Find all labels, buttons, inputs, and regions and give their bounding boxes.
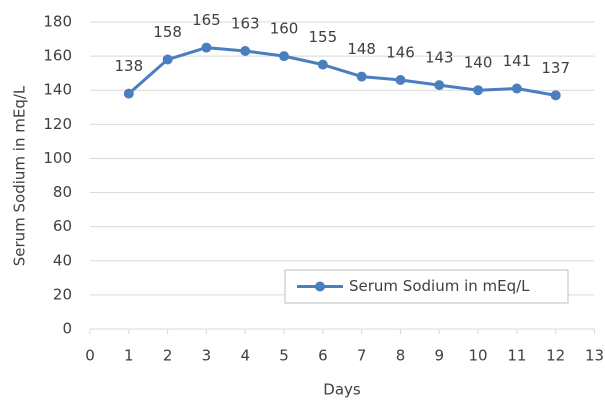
- data-label: 143: [425, 49, 454, 67]
- data-point: [162, 54, 173, 65]
- data-label: 137: [541, 59, 570, 77]
- data-label: 140: [464, 54, 493, 72]
- x-tick-label: 8: [396, 347, 406, 365]
- series-line: [127, 46, 556, 97]
- y-tick-label: 100: [43, 149, 72, 167]
- data-point: [395, 74, 406, 85]
- y-axis-label: Serum Sodium in mEq/L: [11, 85, 29, 266]
- data-point: [279, 51, 290, 62]
- x-tick-label: 2: [163, 347, 173, 365]
- x-tick-label: 0: [85, 347, 95, 365]
- x-tick-label: 1: [124, 347, 134, 365]
- x-tick-label: 11: [507, 347, 526, 365]
- x-tick-label: 5: [279, 347, 289, 365]
- y-tick-label: 0: [62, 320, 72, 338]
- x-tick-label: 4: [240, 347, 250, 365]
- y-tick-label: 60: [53, 217, 72, 235]
- legend-marker: [315, 281, 325, 292]
- x-axis-label: Days: [323, 381, 361, 399]
- data-point: [123, 88, 134, 99]
- x-tick-label: 13: [585, 347, 604, 365]
- x-tick-label: 12: [546, 347, 565, 365]
- data-point: [550, 90, 561, 101]
- y-tick-label: 80: [53, 183, 72, 201]
- y-tick-label: 20: [53, 285, 72, 303]
- data-point: [201, 42, 212, 53]
- legend-label: Serum Sodium in mEq/L: [349, 277, 530, 295]
- x-tick-label: 10: [469, 347, 488, 365]
- x-tick-label: 9: [434, 347, 444, 365]
- data-label: 158: [153, 23, 182, 41]
- data-label: 141: [503, 52, 532, 70]
- data-label: 148: [347, 40, 376, 58]
- x-tick-label: 7: [357, 347, 367, 365]
- data-point: [434, 80, 445, 91]
- data-point: [511, 83, 522, 94]
- y-tick-label: 40: [53, 251, 72, 269]
- y-tick-label: 140: [43, 81, 72, 99]
- data-label: 165: [192, 11, 221, 29]
- data-label: 146: [386, 43, 415, 61]
- data-point: [317, 59, 328, 70]
- data-label: 160: [270, 20, 299, 38]
- y-tick-label: 180: [43, 13, 72, 31]
- y-tick-label: 160: [43, 47, 72, 65]
- x-tick-label: 3: [202, 347, 212, 365]
- data-point: [473, 85, 484, 96]
- data-label: 163: [231, 14, 260, 32]
- y-tick-label: 120: [43, 115, 72, 133]
- data-label: 155: [309, 28, 338, 46]
- data-point: [240, 45, 251, 56]
- x-tick-label: 6: [318, 347, 328, 365]
- data-point: [356, 71, 367, 82]
- data-label: 138: [114, 57, 143, 75]
